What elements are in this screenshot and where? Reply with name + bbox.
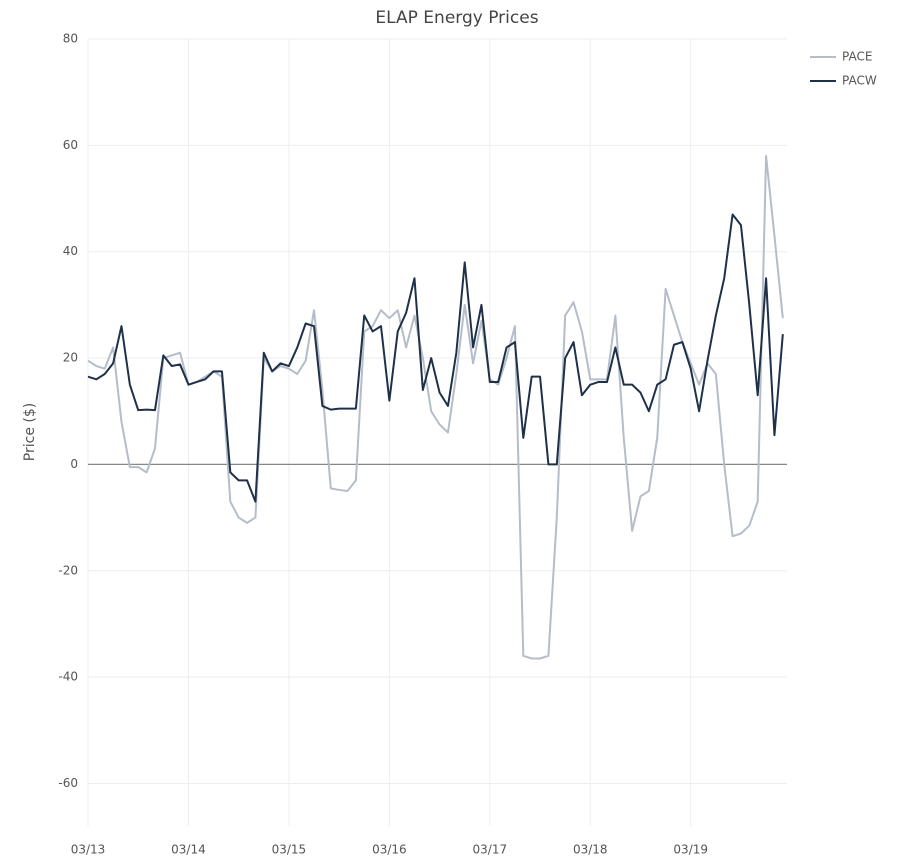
- x-tick-label: 03/16: [372, 843, 407, 857]
- legend-label: PACE: [842, 50, 872, 64]
- y-tick-label: 20: [63, 351, 78, 365]
- chart-title: ELAP Energy Prices: [375, 8, 538, 28]
- x-tick-label: 03/19: [673, 843, 708, 857]
- y-tick-label: 80: [63, 32, 78, 46]
- y-tick-label: 0: [70, 457, 78, 471]
- x-tick-label: 03/14: [171, 843, 206, 857]
- y-tick-label: 40: [63, 244, 78, 258]
- series-line: [87, 213, 784, 503]
- y-axis-label: Price ($): [22, 403, 38, 461]
- y-tick-label: -40: [58, 670, 78, 684]
- y-tick-label: 60: [63, 138, 78, 152]
- x-tick-label: 03/13: [71, 843, 106, 857]
- legend-label: PACW: [842, 74, 877, 88]
- x-tick-label: 03/15: [272, 843, 307, 857]
- x-tick-label: 03/17: [473, 843, 508, 857]
- x-tick-label: 03/18: [573, 843, 608, 857]
- y-tick-label: -60: [58, 776, 78, 790]
- series-line: [87, 154, 784, 660]
- y-tick-label: -20: [58, 563, 78, 577]
